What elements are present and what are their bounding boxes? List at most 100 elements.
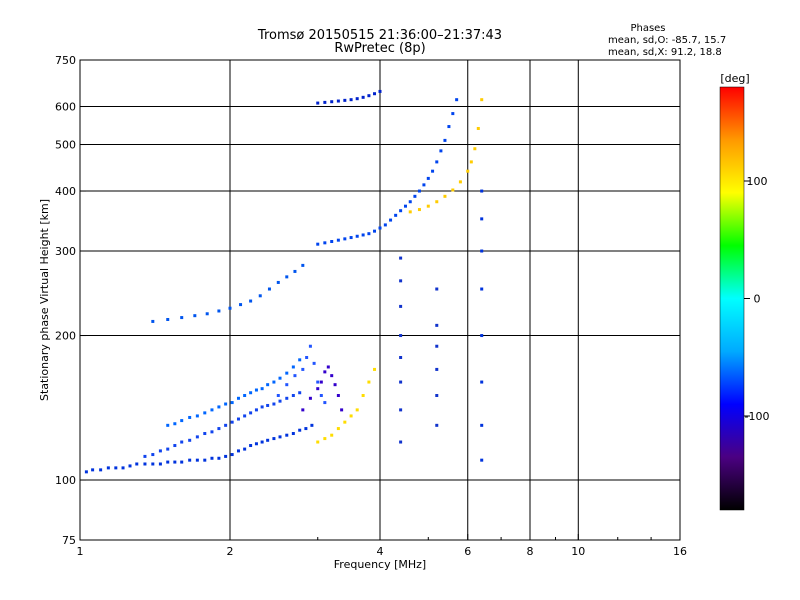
x-tick-label: 8	[527, 545, 534, 558]
data-point	[239, 303, 243, 307]
data-point	[435, 367, 439, 371]
data-point	[121, 466, 125, 470]
data-point	[210, 430, 214, 434]
data-point	[435, 287, 439, 291]
data-point	[417, 208, 421, 212]
data-point	[422, 183, 426, 187]
data-point	[267, 287, 271, 291]
data-point	[323, 241, 327, 245]
data-point	[330, 433, 334, 437]
data-point	[473, 147, 477, 151]
data-point	[343, 420, 347, 424]
data-point	[298, 391, 302, 395]
data-point	[266, 383, 270, 387]
data-point	[236, 417, 240, 421]
data-point	[143, 462, 147, 466]
data-point	[135, 462, 139, 466]
data-point	[323, 370, 327, 374]
data-point	[367, 94, 371, 98]
data-point	[243, 414, 247, 418]
data-point	[435, 200, 439, 204]
data-point	[278, 376, 282, 380]
data-point	[316, 387, 320, 391]
data-point	[272, 437, 276, 441]
data-point	[316, 380, 320, 384]
data-point	[373, 367, 377, 371]
data-point	[443, 194, 447, 198]
data-point	[84, 470, 88, 474]
data-point	[323, 437, 327, 441]
data-point	[285, 433, 289, 437]
data-point	[336, 99, 340, 103]
data-point	[455, 98, 459, 102]
data-point	[426, 204, 430, 208]
data-point	[408, 210, 412, 214]
data-point	[291, 432, 295, 436]
data-point	[330, 240, 334, 244]
data-point	[258, 294, 262, 298]
data-point	[399, 440, 403, 444]
data-point	[272, 380, 276, 384]
data-point	[217, 405, 221, 409]
data-point	[291, 365, 295, 369]
data-point	[316, 242, 320, 246]
data-point	[435, 394, 439, 398]
data-point	[205, 312, 209, 316]
data-point	[417, 189, 421, 193]
data-point	[91, 468, 95, 472]
data-point	[447, 125, 451, 129]
data-point	[254, 408, 258, 412]
data-point	[310, 423, 314, 427]
data-point	[403, 204, 407, 208]
data-point	[336, 427, 340, 431]
data-point	[435, 344, 439, 348]
data-point	[285, 396, 289, 400]
data-point	[383, 223, 387, 227]
data-point	[326, 365, 330, 369]
data-point	[336, 238, 340, 242]
data-point	[195, 458, 199, 462]
x-tick-label: 16	[673, 545, 687, 558]
data-point	[285, 371, 289, 375]
data-point	[217, 427, 221, 431]
data-point	[249, 444, 253, 448]
data-point	[443, 138, 447, 142]
y-tick-label: 75	[62, 534, 76, 547]
data-point	[435, 323, 439, 327]
data-point	[99, 468, 103, 472]
data-point	[188, 438, 192, 442]
y-tick-labels: 75 100 200 300 400 500 600 750	[55, 54, 76, 547]
data-point	[480, 458, 484, 462]
data-point	[439, 149, 443, 153]
data-point	[408, 200, 412, 204]
data-point	[476, 126, 480, 130]
data-point	[293, 374, 297, 378]
data-point	[330, 100, 334, 104]
data-point	[293, 269, 297, 273]
data-point	[355, 234, 359, 238]
data-point	[305, 355, 309, 359]
data-point	[308, 396, 312, 400]
data-point	[180, 460, 184, 464]
data-point	[480, 380, 484, 384]
data-point	[151, 462, 155, 466]
data-point	[349, 414, 353, 418]
data-point	[480, 98, 484, 102]
data-point	[236, 449, 240, 453]
data-point	[413, 194, 417, 198]
data-point	[260, 387, 264, 391]
data-point	[480, 287, 484, 291]
data-point	[333, 383, 337, 387]
data-point	[291, 394, 295, 398]
data-point	[399, 334, 403, 338]
data-point	[276, 280, 280, 284]
data-point	[266, 403, 270, 407]
data-point	[431, 169, 435, 173]
data-point	[373, 92, 377, 96]
data-point	[399, 408, 403, 412]
y-tick-label: 200	[55, 330, 76, 343]
data-point	[151, 453, 155, 457]
data-point	[336, 394, 340, 398]
data-point	[343, 98, 347, 102]
data-point	[355, 408, 359, 412]
